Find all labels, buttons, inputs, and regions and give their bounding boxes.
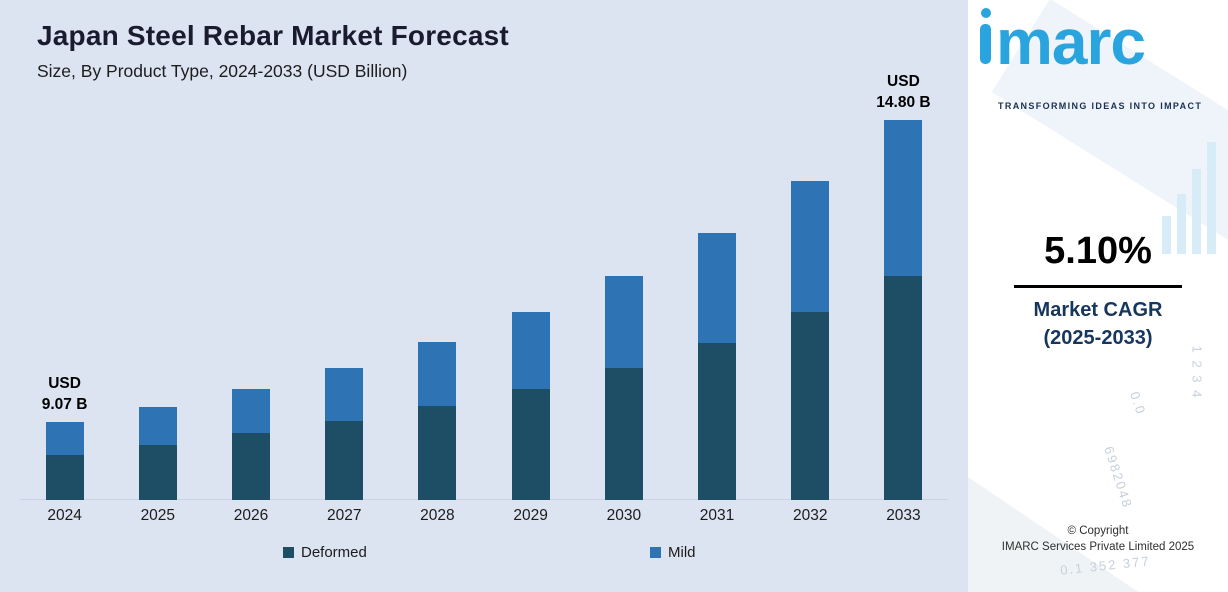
bar-column: 2030	[577, 110, 670, 527]
watermark-bar-chart	[1162, 142, 1216, 254]
stacked-bar[interactable]	[604, 276, 643, 500]
bar-segment-mild[interactable]	[138, 407, 177, 445]
logo-i-stem	[980, 24, 991, 64]
cagr-label: Market CAGR (2025-2033)	[968, 296, 1228, 352]
stacked-bar[interactable]	[698, 233, 737, 500]
stacked-bar[interactable]	[138, 407, 177, 500]
legend-label: Mild	[668, 544, 696, 561]
legend-item[interactable]: Deformed	[283, 544, 367, 561]
bar-segment-mild[interactable]	[604, 276, 643, 368]
x-axis-label: 2030	[606, 507, 642, 524]
x-axis-label: 2024	[47, 507, 82, 524]
plot-area: USD 9.07 B 2024 2025 2026 2027 2028 2029 2030 203…	[18, 73, 950, 527]
bar-column: 2025	[111, 110, 204, 527]
chart-subtitle: Size, By Product Type, 2024-2033 (USD Bi…	[37, 61, 408, 81]
legend-label: Deformed	[301, 544, 367, 561]
x-axis-label: 2031	[699, 507, 735, 524]
cagr-label-line1: Market CAGR	[1033, 299, 1163, 321]
bar-segment-mild[interactable]	[511, 312, 550, 389]
x-axis-label: 2032	[792, 507, 828, 524]
cagr-underline	[1014, 285, 1182, 288]
imarc-logo-text: marc	[996, 5, 1146, 78]
stacked-bar[interactable]	[232, 389, 270, 500]
legend-swatch-icon	[650, 547, 661, 558]
stacked-bar[interactable]	[511, 312, 550, 500]
x-axis-label: 2033	[886, 507, 921, 524]
x-axis-label: 2027	[326, 507, 362, 524]
copyright-line2: IMARC Services Private Limited 2025	[1001, 541, 1195, 553]
stacked-bar[interactable]	[884, 120, 923, 500]
bar-value-annotation: USD 14.80 B	[876, 73, 931, 111]
stacked-bar[interactable]	[45, 422, 84, 500]
x-axis-label: 2026	[233, 507, 269, 524]
bar-segment-mild[interactable]	[698, 233, 737, 343]
bar-segment-deformed[interactable]	[45, 455, 84, 500]
bar-segment-mild[interactable]	[791, 181, 830, 312]
stacked-bar[interactable]	[325, 368, 364, 500]
chart-header: Japan Steel Rebar Market Forecast Size, …	[37, 20, 509, 82]
bar-segment-mild[interactable]	[45, 422, 84, 455]
stacked-bar[interactable]	[418, 342, 457, 500]
imarc-logo-i-icon	[980, 8, 991, 66]
watermark-number: 6982048	[1101, 444, 1136, 511]
bar-column: 2032	[764, 110, 857, 527]
chart-title: Japan Steel Rebar Market Forecast	[37, 20, 509, 51]
copyright-line1: © Copyright	[1067, 525, 1129, 537]
bar-segment-deformed[interactable]	[884, 276, 923, 500]
logo-i-dot	[980, 8, 991, 18]
bar-segment-deformed[interactable]	[511, 389, 550, 500]
cagr-value: 5.10%	[1044, 230, 1152, 272]
x-axis-label: 2029	[513, 507, 548, 524]
bar-segment-mild[interactable]	[232, 389, 270, 433]
bar-column: 2027	[298, 110, 391, 527]
bar-segment-deformed[interactable]	[325, 421, 364, 500]
bar-column: 2031	[670, 110, 763, 527]
copyright: © Copyright IMARC Services Private Limit…	[968, 523, 1228, 555]
bar-segment-deformed[interactable]	[232, 433, 270, 500]
legend-item[interactable]: Mild	[650, 544, 696, 561]
bar-column: USD 14.80 B 2033	[857, 73, 950, 527]
x-axis-label: 2025	[140, 507, 176, 524]
bar-segment-deformed[interactable]	[604, 368, 643, 500]
bar-segment-deformed[interactable]	[138, 445, 177, 500]
brand-tagline: TRANSFORMING IDEAS INTO IMPACT	[998, 101, 1203, 111]
imarc-logo: marc	[980, 5, 1146, 78]
legend-swatch-icon	[283, 547, 294, 558]
bar-segment-mild[interactable]	[884, 120, 923, 276]
x-axis-line	[20, 499, 948, 500]
bar-segment-deformed[interactable]	[791, 312, 830, 500]
cagr-label-line2: (2025-2033)	[1043, 327, 1153, 349]
bar-segment-deformed[interactable]	[418, 406, 457, 500]
bar-column: 2026	[204, 110, 297, 527]
bar-segment-deformed[interactable]	[698, 343, 737, 500]
bar-column: 2028	[391, 110, 484, 527]
stacked-bar[interactable]	[791, 181, 830, 500]
bar-column: 2029	[484, 110, 577, 527]
chart-panel: Japan Steel Rebar Market Forecast Size, …	[0, 20, 968, 566]
bar-value-annotation: USD 9.07 B	[41, 375, 88, 413]
bar-segment-mild[interactable]	[418, 342, 457, 406]
watermark-number: 1 2 3 4	[1189, 345, 1205, 400]
chart-legend: Deformed Mild	[0, 544, 968, 566]
bar-segment-mild[interactable]	[325, 368, 364, 421]
bar-column: USD 9.07 B 2024	[18, 110, 111, 527]
brand-panel: 6982048 1 2 3 4 0.0 0.1 352 377 marc TRA…	[968, 0, 1228, 592]
watermark-number: 0.0	[1127, 389, 1149, 418]
x-axis-label: 2028	[420, 507, 455, 524]
